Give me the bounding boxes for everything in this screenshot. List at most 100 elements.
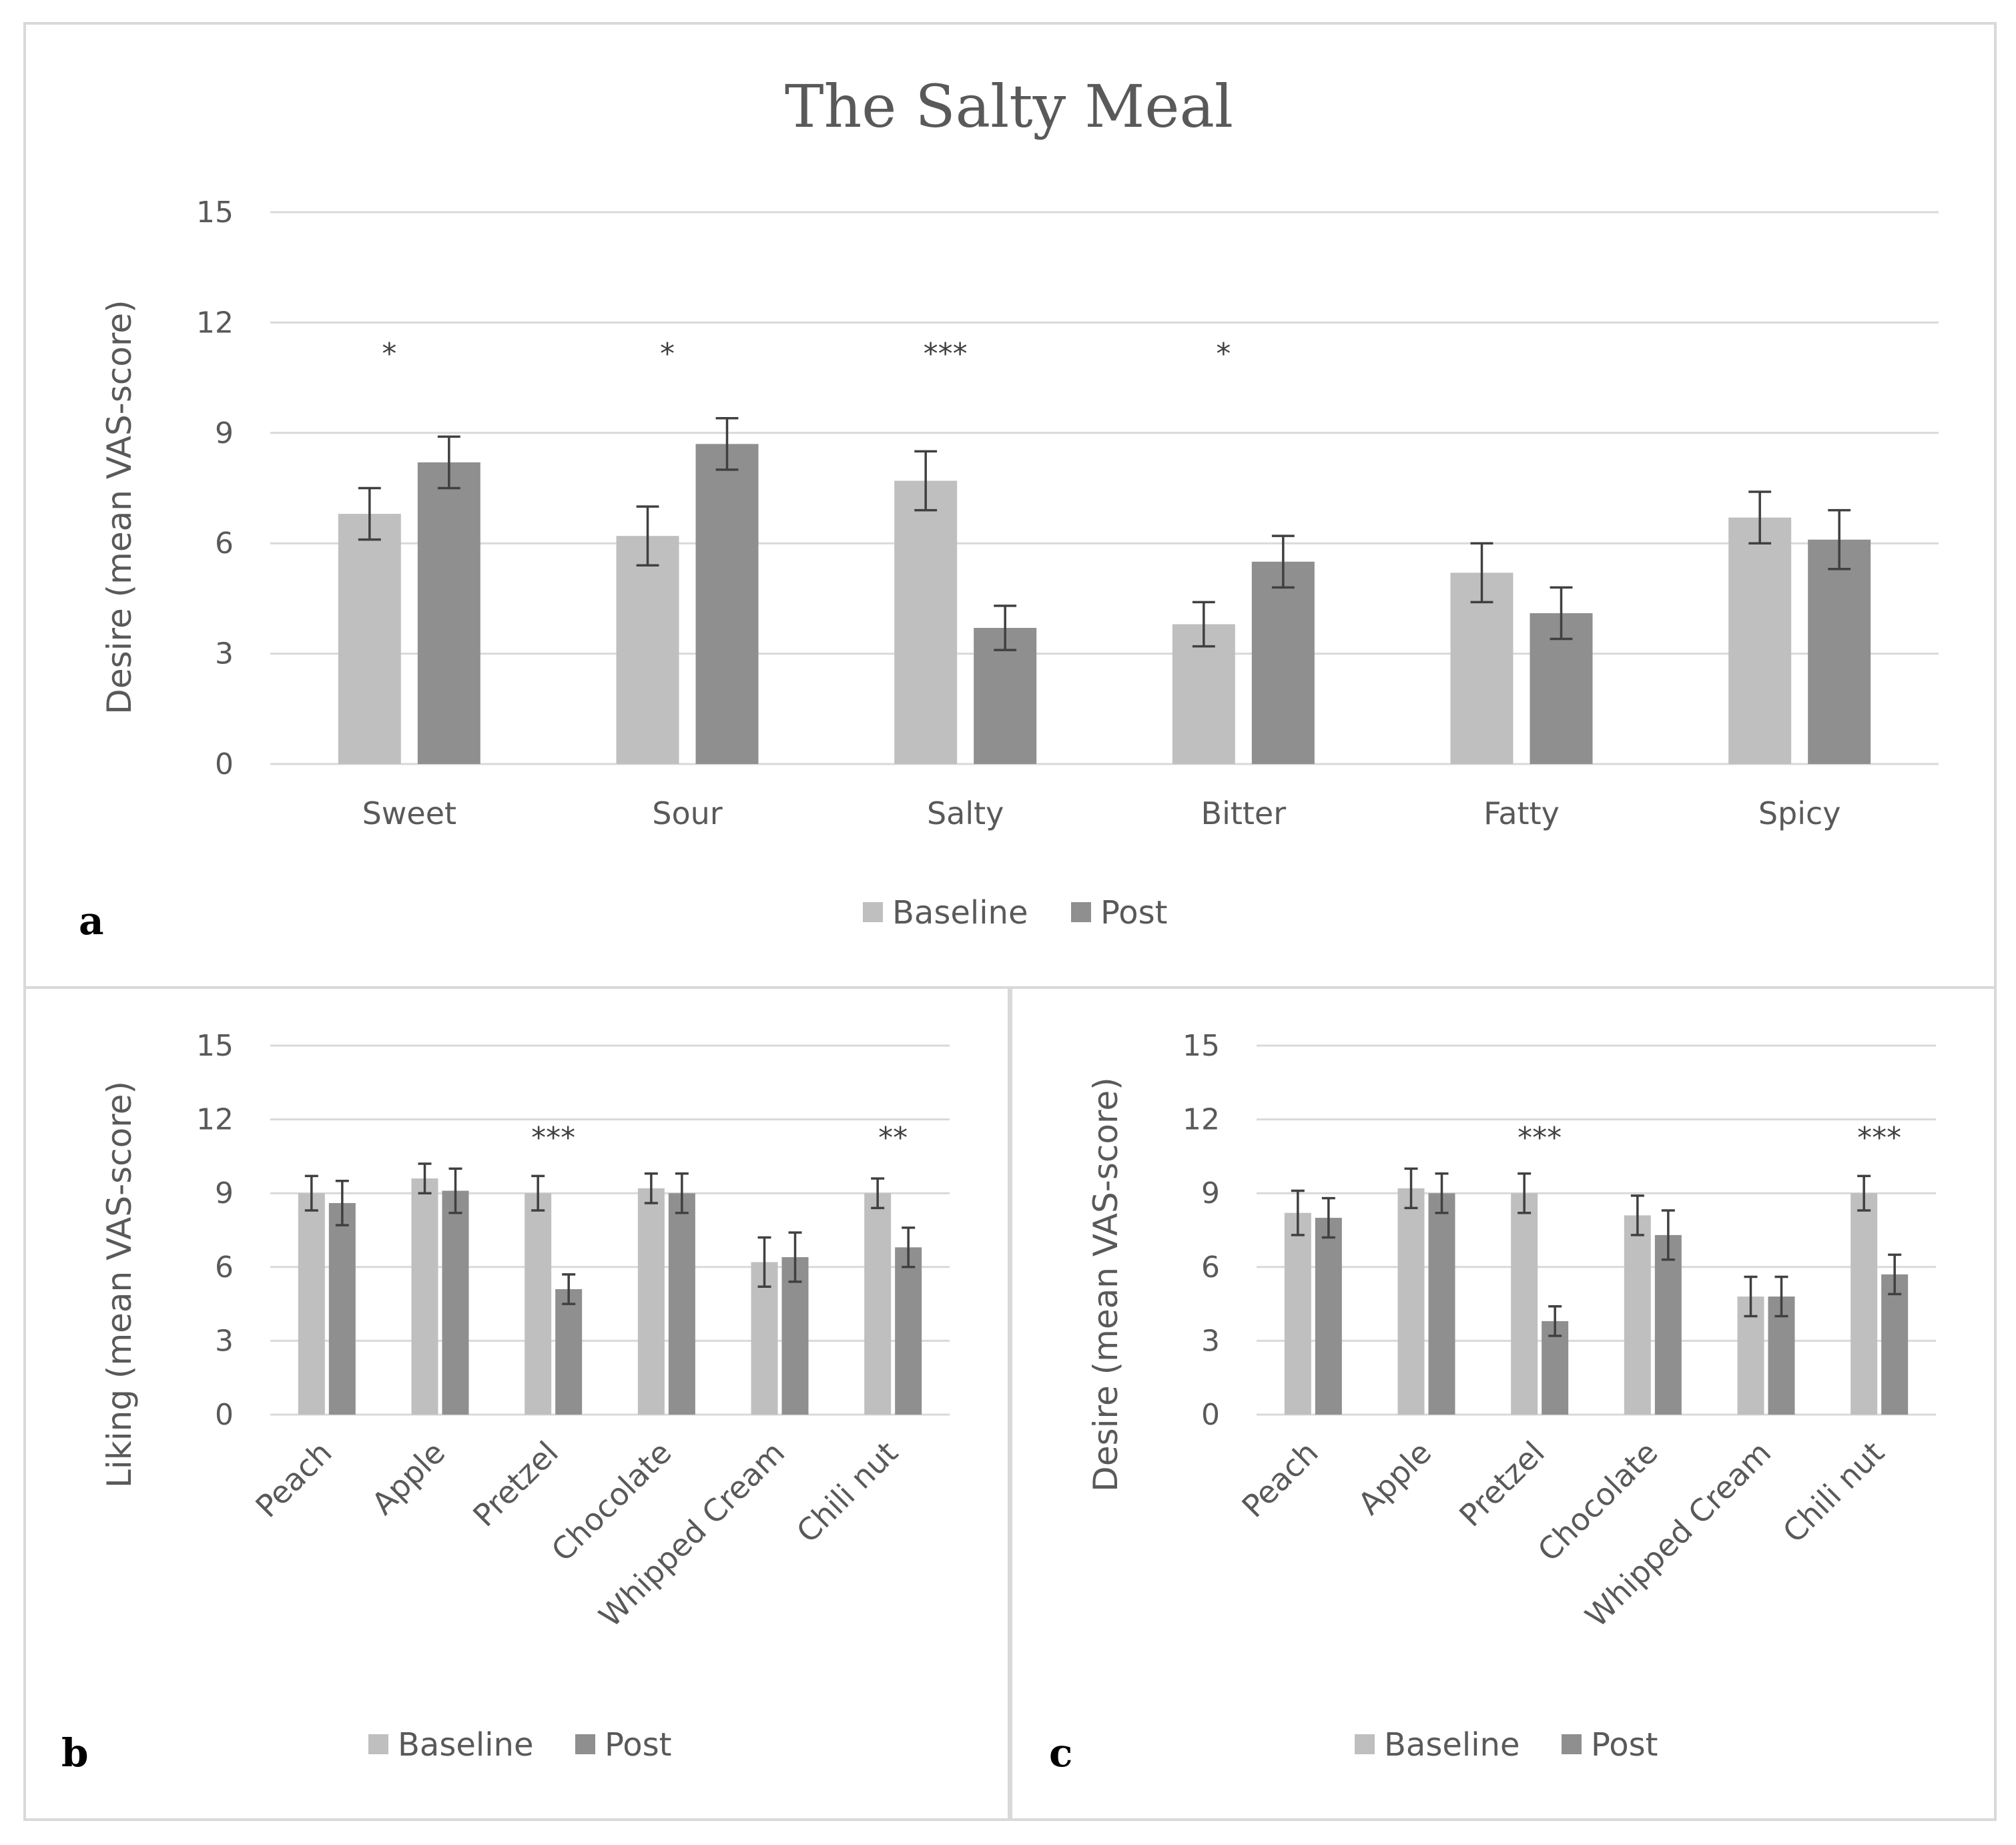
y-tick-label: 6	[1201, 1250, 1220, 1284]
y-tick-label: 3	[215, 1324, 234, 1358]
x-tick-label: Sweet	[362, 795, 456, 831]
y-tick-label: 9	[1201, 1176, 1220, 1210]
legend-label-post: Post	[605, 1726, 671, 1764]
significance-marker: ***	[531, 1121, 575, 1155]
legend-swatch-baseline	[368, 1734, 388, 1754]
bar-post	[695, 444, 759, 764]
bar-baseline	[1728, 517, 1792, 764]
bar-post	[781, 1257, 809, 1415]
legend-label-baseline: Baseline	[398, 1726, 534, 1764]
bar-baseline	[411, 1178, 438, 1415]
legend-label-post: Post	[1100, 894, 1167, 932]
legend-label-baseline: Baseline	[892, 894, 1028, 932]
bar-post	[555, 1288, 583, 1415]
bar-baseline	[637, 1188, 665, 1415]
significance-marker: ***	[1518, 1121, 1562, 1155]
y-tick-label: 12	[196, 306, 234, 340]
bar-baseline	[298, 1193, 325, 1415]
bar-post	[1881, 1274, 1909, 1415]
x-tick-label: Whipped Cream	[1578, 1435, 1778, 1634]
y-tick-label: 9	[215, 416, 234, 450]
y-tick-label: 0	[215, 747, 234, 781]
significance-marker: **	[878, 1121, 908, 1155]
panel-letter: a	[79, 898, 104, 944]
x-tick-label: Chili nut	[789, 1435, 905, 1550]
x-tick-label: Sour	[652, 795, 722, 831]
panel-a: The Salty Meal Desire (mean VAS-score) 0…	[79, 72, 1939, 944]
bar-post	[417, 462, 480, 764]
bar-baseline	[1172, 624, 1235, 764]
bar-baseline	[338, 514, 401, 764]
legend-swatch-baseline	[863, 902, 883, 922]
y-tick-label: 6	[215, 1250, 234, 1284]
bar-post	[1808, 539, 1871, 764]
panel-c-border	[1010, 986, 1997, 1821]
panel-letter: c	[1049, 1730, 1072, 1776]
bar-post	[1315, 1218, 1342, 1415]
bar-post	[895, 1247, 922, 1415]
y-axis-title: Desire (mean VAS-score)	[100, 300, 139, 714]
x-tick-label: Apple	[364, 1435, 452, 1522]
panel-a-border	[23, 22, 1997, 989]
x-tick-label: Peach	[249, 1435, 339, 1525]
bar-baseline	[1450, 573, 1514, 764]
bar-baseline	[1284, 1212, 1311, 1415]
bar-baseline	[1624, 1215, 1651, 1415]
panel-letter: b	[61, 1730, 89, 1776]
bar-post	[328, 1202, 356, 1415]
legend: Baseline Post	[863, 894, 1167, 932]
panel-b-border	[23, 986, 1010, 1821]
x-tick-label: Whipped Cream	[592, 1435, 791, 1634]
x-tick-label: Apple	[1351, 1435, 1438, 1522]
y-tick-label: 6	[215, 526, 234, 561]
plot-area: 0 3 6 9 12 15 Sweet * Sour * Salty *** Bitter * Fatty S…	[196, 196, 1939, 831]
significance-marker: ***	[1857, 1121, 1901, 1155]
y-tick-label: 0	[215, 1398, 234, 1432]
legend-label-post: Post	[1591, 1726, 1658, 1764]
y-tick-label: 12	[196, 1103, 234, 1137]
legend-swatch-post	[1562, 1734, 1582, 1754]
y-axis-title: Desire (mean VAS-score)	[1086, 1077, 1125, 1491]
bar-post	[1251, 561, 1315, 764]
x-tick-label: Bitter	[1201, 795, 1287, 831]
y-tick-label: 3	[1201, 1324, 1220, 1358]
y-tick-label: 15	[196, 1029, 234, 1063]
x-tick-label: Pretzel	[1452, 1435, 1552, 1534]
legend-swatch-post	[575, 1734, 595, 1754]
x-tick-label: Chili nut	[1776, 1435, 1891, 1550]
legend: Baseline Post	[368, 1726, 671, 1764]
bar-baseline	[525, 1193, 552, 1415]
bar-baseline	[1397, 1188, 1425, 1415]
legend: Baseline Post	[1355, 1726, 1658, 1764]
significance-marker: *	[660, 337, 675, 371]
legend-swatch-post	[1071, 902, 1091, 922]
y-axis-title: Liking (mean VAS-score)	[100, 1081, 139, 1488]
chart-title: The Salty Meal	[785, 72, 1233, 141]
legend-label-baseline: Baseline	[1384, 1726, 1520, 1764]
significance-marker: ***	[924, 337, 968, 371]
y-tick-label: 15	[196, 196, 234, 230]
x-tick-label: Peach	[1235, 1435, 1325, 1525]
bar-baseline	[1511, 1193, 1538, 1415]
bar-post	[1654, 1234, 1682, 1415]
x-tick-label: Pretzel	[466, 1435, 565, 1534]
bar-baseline	[894, 480, 958, 764]
y-tick-label: 0	[1201, 1398, 1220, 1432]
x-tick-label: Salty	[927, 795, 1004, 831]
significance-marker: *	[382, 337, 396, 371]
bar-post	[668, 1193, 695, 1415]
panel-b: Liking (mean VAS-score) 0 3 6 9 12 15 Peach App…	[61, 1029, 950, 1776]
bar-baseline	[616, 536, 679, 764]
bar-post	[442, 1190, 469, 1415]
y-tick-label: 15	[1183, 1029, 1220, 1063]
bar-post	[1428, 1193, 1455, 1415]
y-tick-label: 9	[215, 1176, 234, 1210]
panel-c: Desire (mean VAS-score) 0 3 6 9 12 15 Peach App…	[1049, 1029, 1936, 1776]
bar-baseline	[864, 1193, 892, 1415]
bar-baseline	[1851, 1193, 1878, 1415]
y-tick-label: 3	[215, 637, 234, 671]
x-tick-label: Fatty	[1483, 795, 1560, 831]
